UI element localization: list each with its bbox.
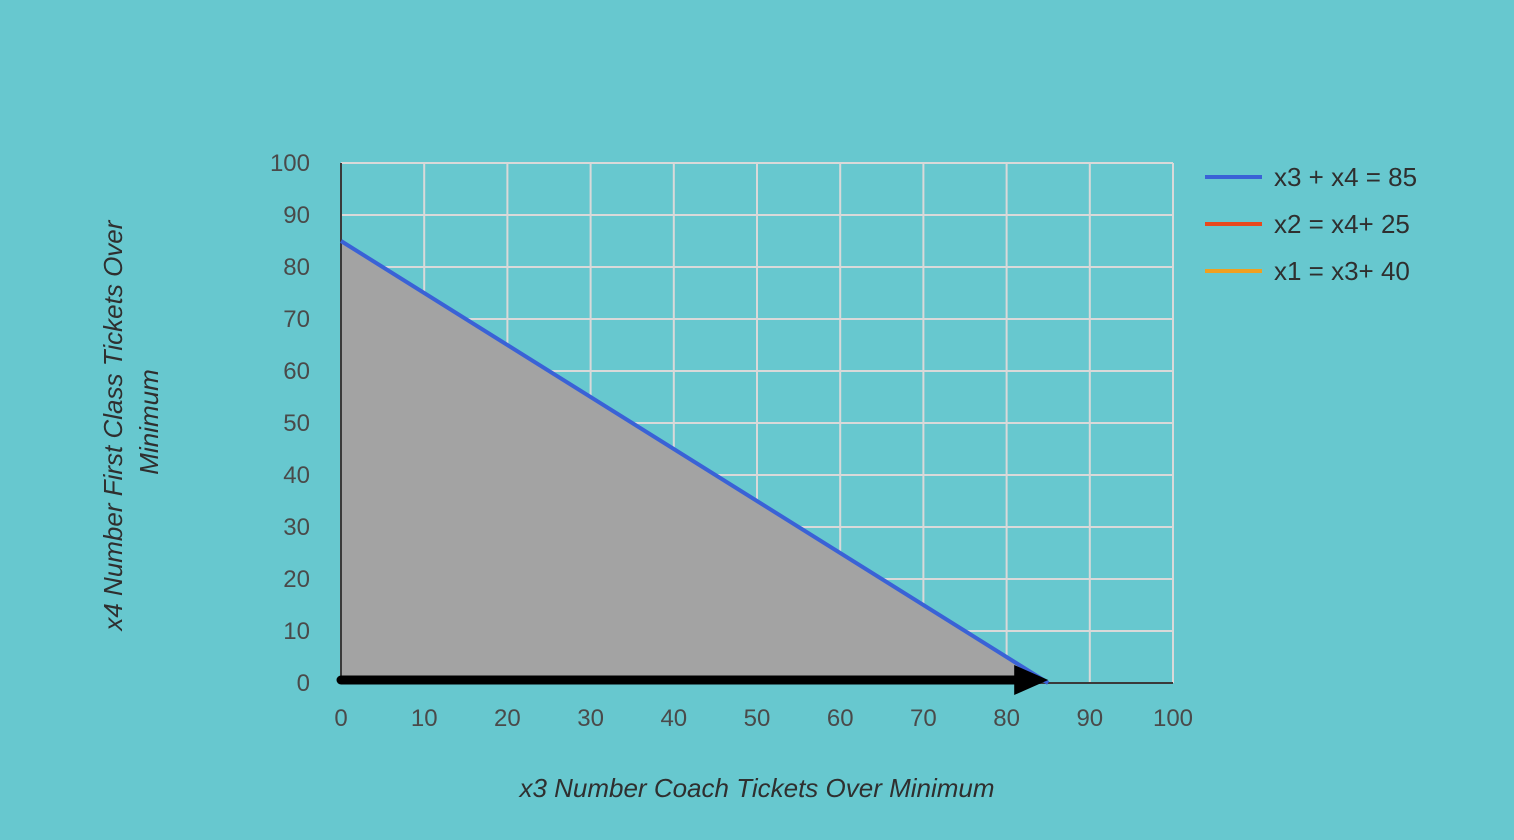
- arrow-group: [336, 665, 1049, 695]
- x-tick-label: 90: [1076, 705, 1103, 732]
- y-tick-label: 30: [283, 514, 310, 541]
- y-tick-label: 90: [283, 202, 310, 229]
- x-tick-label: 60: [827, 705, 854, 732]
- y-tick-label: 10: [283, 618, 310, 645]
- series-lines: [339, 239, 1050, 685]
- y-tick-label: 50: [283, 410, 310, 437]
- x-tick-label: 100: [1153, 705, 1193, 732]
- arrow-head: [1014, 665, 1049, 695]
- y-axis-title: x4 Number First Class Tickets Over Minim…: [98, 213, 164, 632]
- y-tick-label: 100: [270, 150, 310, 177]
- y-axis-title-line-1: x4 Number First Class Tickets Over: [98, 219, 128, 632]
- legend-label-1: x2 = x4+ 25: [1274, 209, 1410, 239]
- legend: x3 + x4 = 85 x2 = x4+ 25 x1 = x3+ 40: [1205, 162, 1417, 286]
- y-tick-label: 70: [283, 306, 310, 333]
- y-axis-title-line-2: Minimum: [134, 369, 164, 474]
- y-tick-label: 60: [283, 358, 310, 385]
- y-tick-label: 0: [297, 670, 310, 697]
- x-tick-label: 30: [577, 705, 604, 732]
- x-tick-label: 10: [411, 705, 438, 732]
- tick-labels: 0 10 20 30 40 50 60 70 80 90 100 0 10 20 30 40 50 60 70 80 9…: [270, 150, 1193, 732]
- y-tick-label: 20: [283, 566, 310, 593]
- x-tick-label: 40: [660, 705, 687, 732]
- x-tick-label: 70: [910, 705, 937, 732]
- x-tick-label: 0: [334, 705, 347, 732]
- x-axis-title: x3 Number Coach Tickets Over Minimum: [517, 773, 994, 803]
- y-tick-label: 80: [283, 254, 310, 281]
- x-tick-label: 20: [494, 705, 521, 732]
- legend-label-2: x1 = x3+ 40: [1274, 256, 1410, 286]
- y-tick-label: 40: [283, 462, 310, 489]
- legend-label-0: x3 + x4 = 85: [1274, 162, 1417, 192]
- x-tick-label: 80: [993, 705, 1020, 732]
- x-tick-label: 50: [744, 705, 771, 732]
- series-line-0: [339, 239, 1050, 685]
